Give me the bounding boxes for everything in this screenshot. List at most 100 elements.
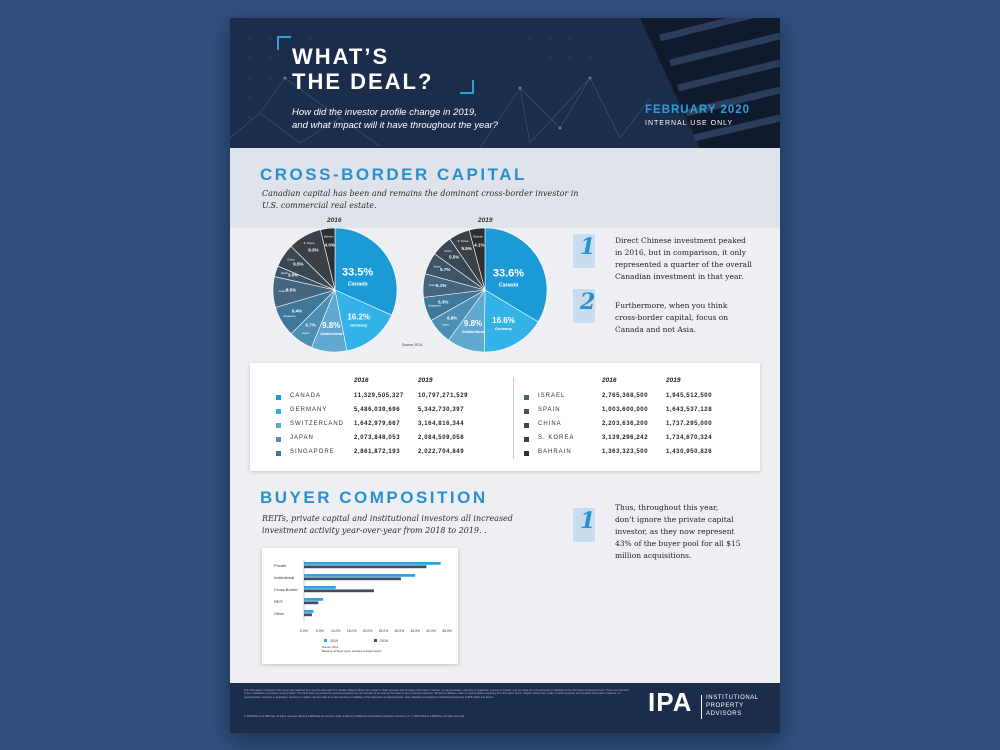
- investment-table: 2016 2019 2016 2019 CANADA 11,329,505,327…: [250, 363, 760, 471]
- buyer-subtitle-line-2: investment activity year-over-year from …: [262, 526, 487, 535]
- value-2019: 2,084,509,058: [418, 435, 465, 441]
- pie-category-label: Singapore: [428, 304, 441, 308]
- cross-border-subtitle-line-2: U.S. commercial real estate.: [262, 201, 377, 210]
- table-row: CHINA 2,203,636,200 1,737,295,000: [524, 419, 754, 433]
- buyer-note-number: 1: [580, 508, 596, 534]
- x-tick-label: 40.0%: [426, 629, 436, 633]
- bar: [304, 586, 336, 589]
- buyer-note-number-box: 1: [573, 508, 595, 542]
- x-tick-label: 25.0%: [379, 629, 389, 633]
- value-2019: 2,022,704,849: [418, 449, 465, 455]
- pie-category-label: China: [444, 249, 452, 253]
- title-line-2: THE DEAL?: [292, 69, 434, 94]
- table-left-header-2016: 2016: [354, 377, 369, 384]
- value-2019: 5,342,730,397: [418, 407, 465, 413]
- value-2016: 1,642,979,667: [354, 421, 401, 427]
- pie-slice: [483, 289, 539, 353]
- bar: [304, 598, 324, 601]
- pie-2019-year: 2019: [478, 217, 493, 224]
- table-row: SWITZERLAND 1,642,979,667 3,164,816,344: [276, 419, 506, 433]
- header-banner: WHAT’S THE DEAL? How did the investor pr…: [230, 18, 780, 148]
- header-network-graphic: [230, 18, 780, 148]
- value-2016: 2,073,848,053: [354, 435, 401, 441]
- legend-swatch: [524, 423, 529, 428]
- country-name: JAPAN: [290, 435, 314, 441]
- report-date: FEBRUARY 2020: [645, 104, 751, 116]
- country-name: SWITZERLAND: [290, 421, 345, 427]
- pie-percent-label: 5.5%: [462, 246, 472, 251]
- pie-slice: [334, 227, 398, 316]
- title-bracket-top: [277, 36, 291, 50]
- note-2-text: Furthermore, when you think cross-border…: [615, 300, 728, 336]
- pie-percent-label: 33.6%: [493, 268, 524, 280]
- pie-source: Source: RCA: [402, 343, 423, 347]
- buyer-subtitle-line-1: REITs, private capital and institutional…: [262, 514, 513, 523]
- pie-category-label: Germany: [495, 326, 513, 331]
- table-row: CANADA 11,329,505,327 10,797,271,529: [276, 391, 506, 405]
- infographic-sheet: WHAT’S THE DEAL? How did the investor pr…: [230, 18, 780, 733]
- note-1-text: Direct Chinese investment peaked in 2016…: [615, 235, 752, 283]
- pie-chart-2016: 33.5% Canada 16.2%Germany 9.8%Switzerland 6.…: [272, 227, 398, 353]
- x-tick-label: 20.0%: [363, 629, 373, 633]
- cross-border-subtitle-line-1: Canadian capital has been and remains th…: [262, 189, 579, 198]
- table-row: GERMANY 5,486,039,696 5,342,730,397: [276, 405, 506, 419]
- table-left-header-2019: 2019: [418, 377, 433, 384]
- pie-percent-label: 4.1%: [474, 242, 484, 247]
- pie-category-label: Canada: [499, 283, 519, 289]
- pie-slice: [320, 227, 336, 291]
- buyer-note-line: 43% of the buyer pool for all $15: [615, 539, 741, 548]
- subtitle-line-1: How did the investor profile change in 2…: [292, 107, 477, 118]
- pie-category-label: Bahrain: [473, 234, 483, 238]
- pie-category-label: Japan: [442, 322, 450, 326]
- table-row: BAHRAIN 1,363,323,500 1,430,950,826: [524, 447, 754, 461]
- bar: [304, 613, 312, 617]
- x-tick-label: 35.0%: [410, 629, 420, 633]
- title-line-1: WHAT’S: [292, 44, 390, 69]
- pie-category-label: Switzerland: [320, 331, 343, 336]
- note-1-line: Canadian investment in that year.: [615, 272, 744, 281]
- bar: [304, 589, 374, 593]
- value-2019: 1,643,537,128: [666, 407, 713, 413]
- legend-label: 2019: [330, 639, 338, 643]
- legend-swatch: [276, 437, 281, 442]
- value-2016: 3,139,296,242: [602, 435, 649, 441]
- buyer-note-line: million acquisitions.: [615, 551, 692, 560]
- pie-percent-label: 5.5%: [449, 255, 459, 260]
- pie-category-label: Canada: [348, 281, 368, 287]
- pie-slice: [468, 227, 486, 291]
- x-tick-label: 10.0%: [331, 629, 341, 633]
- subtitle-line-2: and what impact will it have throughout …: [292, 120, 498, 131]
- pie-category-label: Israel: [279, 289, 286, 293]
- legend-swatch: [524, 395, 529, 400]
- pie-percent-label: 3.0%: [288, 273, 298, 278]
- pie-percent-label: 8.4%: [292, 308, 302, 313]
- value-2019: 1,430,950,826: [666, 449, 713, 455]
- legend-swatch: [524, 409, 529, 414]
- bar-category-label: REIT: [274, 599, 284, 604]
- pie-category-label: Germany: [350, 323, 368, 328]
- buyer-note-line: investor, as they now represent: [615, 527, 735, 536]
- x-tick-label: 0.0%: [300, 629, 308, 633]
- bar: [304, 601, 319, 605]
- note-2-line: Furthermore, when you think: [615, 301, 728, 310]
- table-row: JAPAN 2,073,848,053 2,084,509,058: [276, 433, 506, 447]
- chart-source: Source: RCA: [322, 645, 338, 649]
- buyer-note-text: Thus, throughout this year, don’t ignore…: [615, 502, 741, 562]
- pie-2016-year: 2016: [327, 217, 342, 224]
- logo-divider: [701, 695, 702, 719]
- value-2016: 5,486,039,696: [354, 407, 401, 413]
- table-divider: [513, 377, 514, 459]
- pie-category-label: China: [287, 258, 295, 262]
- internal-use-label: INTERNAL USE ONLY: [645, 120, 734, 127]
- pie-category-label: Japan: [302, 331, 310, 335]
- note-2-line: cross-border capital, focus on: [615, 313, 729, 322]
- table-row: ISRAEL 2,765,368,500 1,945,512,500: [524, 391, 754, 405]
- pie-percent-label: 6.8%: [447, 315, 457, 320]
- pie-percent-label: 8.5%: [286, 288, 296, 293]
- value-2016: 2,765,368,500: [602, 393, 649, 399]
- logo-line-1: INSTITUTIONAL: [706, 695, 759, 701]
- value-2016: 1,003,600,000: [602, 407, 649, 413]
- pie-category-label: Spain: [281, 271, 289, 275]
- value-2016: 11,329,505,327: [354, 393, 404, 399]
- pie-percent-label: 6.7%: [305, 323, 315, 328]
